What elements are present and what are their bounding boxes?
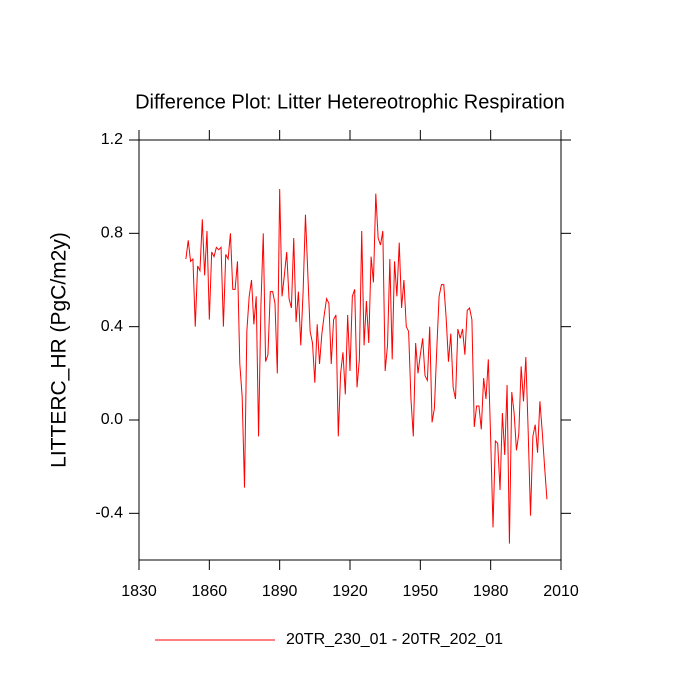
x-tick-label: 1890 [262, 583, 298, 600]
y-tick-label: 1.2 [101, 131, 123, 148]
data-line [185, 188, 548, 544]
x-tick-label: 1980 [473, 583, 509, 600]
y-axis-label: LITTERC_HR (PgC/m2y) [48, 232, 71, 468]
x-tick-label: 1830 [121, 583, 157, 600]
legend-label: 20TR_230_01 - 20TR_202_01 [286, 631, 503, 648]
plot-frame [138, 139, 562, 561]
x-tick-label: 1920 [332, 583, 368, 600]
y-tick-label: -0.4 [95, 505, 123, 522]
x-tick-label: 1860 [192, 583, 228, 600]
y-tick-label: 0.8 [101, 225, 123, 242]
x-tick-label: 1950 [403, 583, 439, 600]
y-tick-label: 0.0 [101, 411, 123, 428]
x-tick-label: 2010 [543, 583, 579, 600]
chart-title: Difference Plot: Litter Hetereotrophic R… [135, 91, 565, 113]
y-tick-label: 0.4 [101, 318, 123, 335]
